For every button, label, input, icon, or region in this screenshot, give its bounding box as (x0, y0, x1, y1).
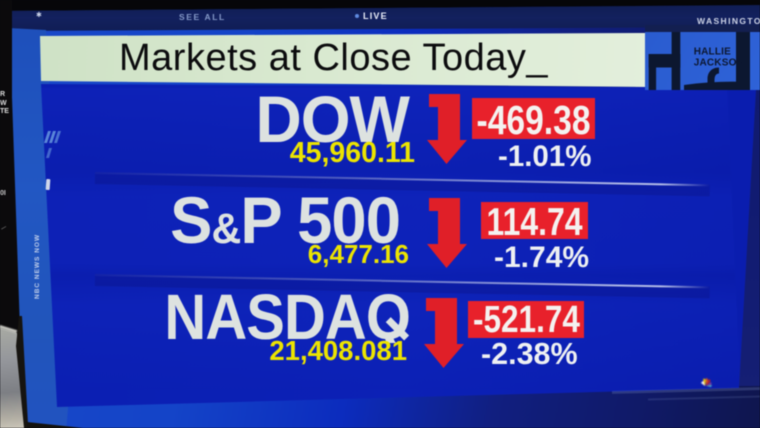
svg-text:JACKSON: JACKSON (694, 58, 744, 69)
svg-text:HALLIE: HALLIE (694, 47, 731, 58)
